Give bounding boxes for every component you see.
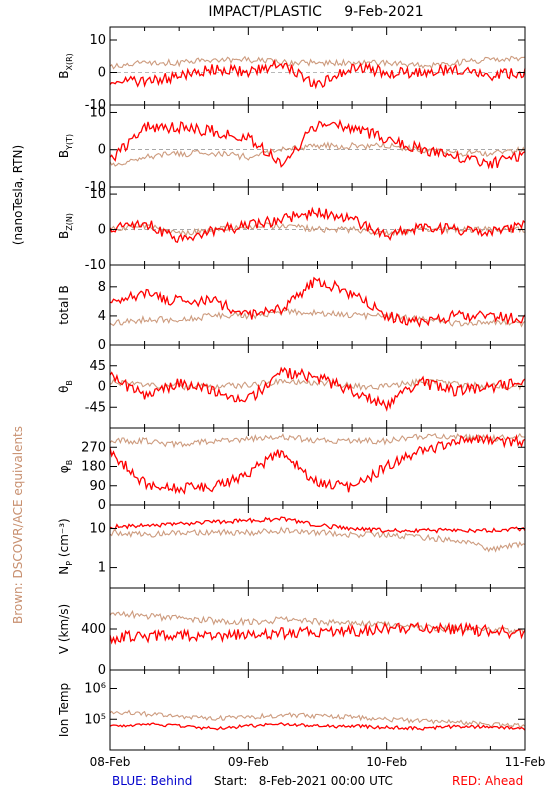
y-axis-label-theta: θB — [57, 380, 74, 393]
y-axis-label-phi: φB — [57, 460, 74, 473]
series-ahead-v — [109, 621, 526, 645]
panel-frame — [109, 504, 526, 589]
y-tick-label: 1 — [98, 561, 106, 576]
panel-np: 10 1 NP (cm⁻³) — [57, 504, 526, 589]
y-tick-label: 10⁵ — [84, 712, 106, 727]
series-dscovr-ace-np — [109, 526, 526, 553]
series-ahead-bt — [109, 276, 526, 328]
series-dscovr-ace-by — [109, 141, 526, 167]
panel-frame — [109, 264, 526, 346]
y-axis-label-v: V (km/s) — [57, 604, 71, 654]
start-label: Start: 8-Feb-2021 00:00 UTC — [214, 774, 393, 788]
panel-frame — [109, 26, 526, 106]
y-tick-label: 10 — [89, 187, 106, 202]
panel-bz: 10 0 -10 BZ(N) — [57, 186, 526, 273]
y-tick-label: 0 — [98, 498, 106, 513]
y-tick-label: 10 — [89, 33, 106, 48]
y-axis-label-temp: Ion Temp — [57, 683, 71, 737]
panel-bx: 10 0 -10 BX(R) — [57, 26, 526, 113]
y-axis-label-bx: BX(R) — [57, 53, 74, 79]
panel-frame — [109, 186, 526, 266]
series-ahead-bz — [109, 206, 526, 244]
series-ahead-phi — [109, 433, 526, 495]
y-axis-label-np: NP (cm⁻³) — [57, 518, 74, 574]
y-tick-label: 10⁶ — [84, 682, 106, 697]
y-tick-label: 4 — [98, 309, 106, 324]
chart-title: IMPACT/PLASTIC 9-Feb-2021 — [208, 4, 423, 20]
x-tick-label: 10-Feb — [366, 755, 407, 769]
y-axis-label-by: BY(T) — [57, 134, 74, 158]
series-dscovr-ace-temp — [109, 709, 526, 729]
x-tick-label: 11-Feb — [505, 755, 546, 769]
y-tick-label: 10 — [89, 105, 106, 120]
series-dscovr-ace-bt — [109, 307, 526, 328]
series-dscovr-ace-bz — [109, 221, 526, 237]
series-dscovr-ace-v — [109, 609, 526, 635]
series-ahead-bx — [109, 58, 526, 90]
y-tick-label: 45 — [89, 359, 106, 374]
panel-phi: 270 180 90 0 φB — [57, 427, 526, 513]
series-ahead-theta — [109, 366, 526, 412]
y-tick-label: -10 — [85, 98, 106, 113]
y-tick-label: 180 — [81, 460, 106, 475]
series-dscovr-ace-bx — [109, 55, 526, 70]
y-axis-label-bt: total B — [57, 285, 71, 325]
legend-behind: BLUE: Behind — [112, 774, 192, 788]
x-tick-label: 09-Feb — [228, 755, 269, 769]
panel-bt: 8 4 0 total B — [57, 264, 526, 353]
series-ahead-by — [109, 118, 526, 170]
panels: 100-10BX(R)100-10BY(T)100-10BZ(N)840tota… — [57, 26, 546, 769]
y-tick-label: 400 — [81, 622, 106, 637]
y-tick-label: -10 — [85, 258, 106, 273]
y-tick-label: 0 — [98, 143, 106, 158]
panel-theta: 45 0 -45 θB — [57, 344, 526, 429]
panel-frame — [109, 669, 526, 751]
y-tick-label: 0 — [98, 223, 106, 238]
side-label-brown: Brown: DSCOVR/ACE equivalents — [11, 426, 25, 624]
series-dscovr-ace-theta — [109, 377, 526, 392]
panel-frame — [109, 587, 526, 671]
series-ahead-np — [109, 516, 526, 534]
y-tick-label: -45 — [85, 400, 106, 415]
panel-frame — [109, 427, 526, 506]
y-tick-label: 10 — [89, 522, 106, 537]
side-label-units: (nanoTesla, RTN) — [11, 145, 25, 245]
series-ahead-temp — [109, 722, 526, 731]
panel-by: 10 0 -10 BY(T) — [57, 104, 526, 195]
y-tick-label: 0 — [98, 380, 106, 395]
y-axis-label-bz: BZ(N) — [57, 213, 74, 239]
legend-ahead: RED: Ahead — [452, 774, 523, 788]
y-tick-label: 0 — [98, 66, 106, 81]
y-tick-label: 90 — [89, 479, 106, 494]
y-tick-label: 0 — [98, 663, 106, 678]
series-dscovr-ace-phi — [109, 432, 526, 449]
x-tick-label: 08-Feb — [90, 755, 131, 769]
y-tick-label: 270 — [81, 440, 106, 455]
y-tick-label: 8 — [98, 280, 106, 295]
panel-v: 400 0 V (km/s) — [57, 587, 526, 678]
y-tick-label: -10 — [85, 180, 106, 195]
panel-temp: 10⁶ 10⁵ Ion Temp — [57, 669, 526, 751]
y-tick-label: 0 — [98, 338, 106, 353]
